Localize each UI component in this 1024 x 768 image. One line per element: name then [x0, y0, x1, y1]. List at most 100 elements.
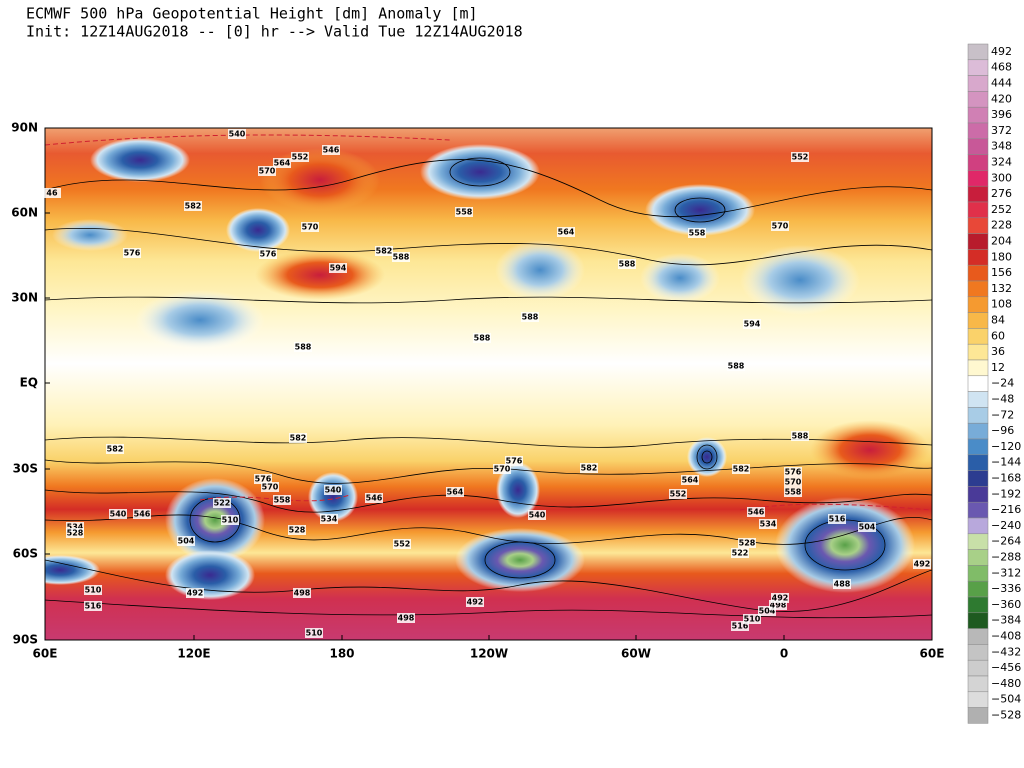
contour-label: 510	[222, 516, 239, 525]
contour-label: 570	[259, 167, 276, 176]
colorbar-label: 228	[991, 219, 1012, 232]
contour-label-box	[833, 579, 851, 589]
map-title: ECMWF 500 hPa Geopotential Height [dm] A…	[26, 5, 478, 23]
colorbar-label: 300	[991, 171, 1012, 184]
contour-label-box	[528, 510, 546, 520]
colorbar-label: 84	[991, 314, 1005, 327]
colorbar-swatch	[967, 75, 989, 92]
contour-label-box	[743, 319, 761, 329]
map-subtitle: Init: 12Z14AUG2018 -- [0] hr --> Valid T…	[26, 23, 523, 41]
contour-label: 498	[294, 589, 311, 598]
contour-label-box	[784, 487, 802, 497]
contour-label: 546	[134, 510, 151, 519]
contour-label: 576	[260, 250, 277, 259]
contour-label: 564	[274, 159, 291, 168]
map-field	[45, 128, 932, 640]
contour-label-box	[618, 259, 636, 269]
contour-label: 488	[834, 580, 851, 589]
colorbar-label: 276	[991, 187, 1012, 200]
colorbar-label: 132	[991, 282, 1012, 295]
contour-label: 516	[829, 515, 846, 524]
contour-label-box	[791, 431, 809, 441]
contour-label: 540	[229, 130, 246, 139]
contour-label-box	[758, 606, 776, 616]
contour-label: 528	[67, 529, 84, 538]
contour-label-box	[455, 207, 473, 217]
colorbar-label: −168	[991, 472, 1021, 485]
contour-label-box	[109, 509, 127, 519]
contour-label-box	[493, 464, 511, 474]
contour-label: 576	[124, 249, 141, 258]
contour-label: 534	[67, 523, 84, 532]
contour-label-box	[293, 588, 311, 598]
contour-label-box	[727, 361, 745, 371]
colorbar-swatch	[967, 59, 989, 76]
contour-label-box	[466, 597, 484, 607]
contour-label-box	[784, 477, 802, 487]
contour-label: 498	[398, 614, 415, 623]
contour-label-box	[397, 613, 415, 623]
contour-label-box	[771, 221, 789, 231]
colorbar-label: −240	[991, 519, 1021, 532]
colorbar-swatch	[967, 533, 989, 550]
colorbar-label: 12	[991, 361, 1005, 374]
contour-label: 552	[394, 540, 411, 549]
contour-label-box	[261, 482, 279, 492]
colorbar-swatch	[967, 43, 989, 61]
colorbar-swatch	[967, 596, 989, 614]
contour-label-box	[505, 456, 523, 466]
colorbar-label: −408	[991, 630, 1021, 643]
contour-label-box	[177, 536, 195, 546]
colorbar-label: −216	[991, 503, 1021, 516]
contour-label: 504	[178, 537, 195, 546]
contour-label-box	[273, 495, 291, 505]
contour-label-box	[254, 474, 272, 484]
colorbar-swatch	[967, 138, 989, 155]
contour-label-box	[688, 228, 706, 238]
contour-label: 546	[366, 494, 383, 503]
colorbar-label: −432	[991, 645, 1021, 658]
colorbar-swatch	[967, 565, 989, 582]
colorbar-label: −456	[991, 661, 1021, 674]
colorbar-label: −528	[991, 709, 1021, 722]
colorbar-swatch	[967, 438, 989, 456]
contour-label: 46	[46, 189, 58, 198]
contour-label: 594	[744, 320, 761, 329]
contour-label: 540	[110, 510, 127, 519]
colorbar-swatch	[967, 343, 989, 361]
contour-label-box	[294, 342, 312, 352]
colorbar-swatch	[967, 391, 989, 408]
contour-label: 498	[770, 601, 787, 610]
colorbar-swatch	[967, 454, 989, 471]
colorbar-swatch	[967, 501, 989, 519]
contour-label-box	[759, 519, 777, 529]
contour-label: 510	[306, 629, 323, 638]
contour-label: 582	[376, 247, 393, 256]
contour-label-box	[738, 538, 756, 548]
colorbar-label: 396	[991, 108, 1012, 121]
contour-label: 492	[187, 589, 204, 598]
contour-label: 504	[759, 607, 776, 616]
contour-label-box	[84, 601, 102, 611]
contour-label: 564	[558, 228, 575, 237]
colorbar-label: −144	[991, 456, 1021, 469]
colorbar-swatch	[967, 201, 989, 219]
colorbar-label: 468	[991, 61, 1012, 74]
colorbar-label: −336	[991, 582, 1021, 595]
contour-label: 516	[732, 622, 749, 631]
contour-label-box	[731, 621, 749, 631]
lat-label: 60N	[11, 206, 38, 220]
contour-label: 558	[785, 488, 802, 497]
contour-label-box	[446, 487, 464, 497]
colorbar-swatch	[967, 659, 989, 677]
contour-label: 558	[274, 496, 291, 505]
contour-label: 492	[467, 598, 484, 607]
contour-label-box	[669, 489, 687, 499]
colorbar-swatch	[967, 296, 989, 313]
contour-label-box	[43, 188, 61, 198]
colorbar-label: −72	[991, 408, 1014, 421]
colorbar-label: −192	[991, 487, 1021, 500]
